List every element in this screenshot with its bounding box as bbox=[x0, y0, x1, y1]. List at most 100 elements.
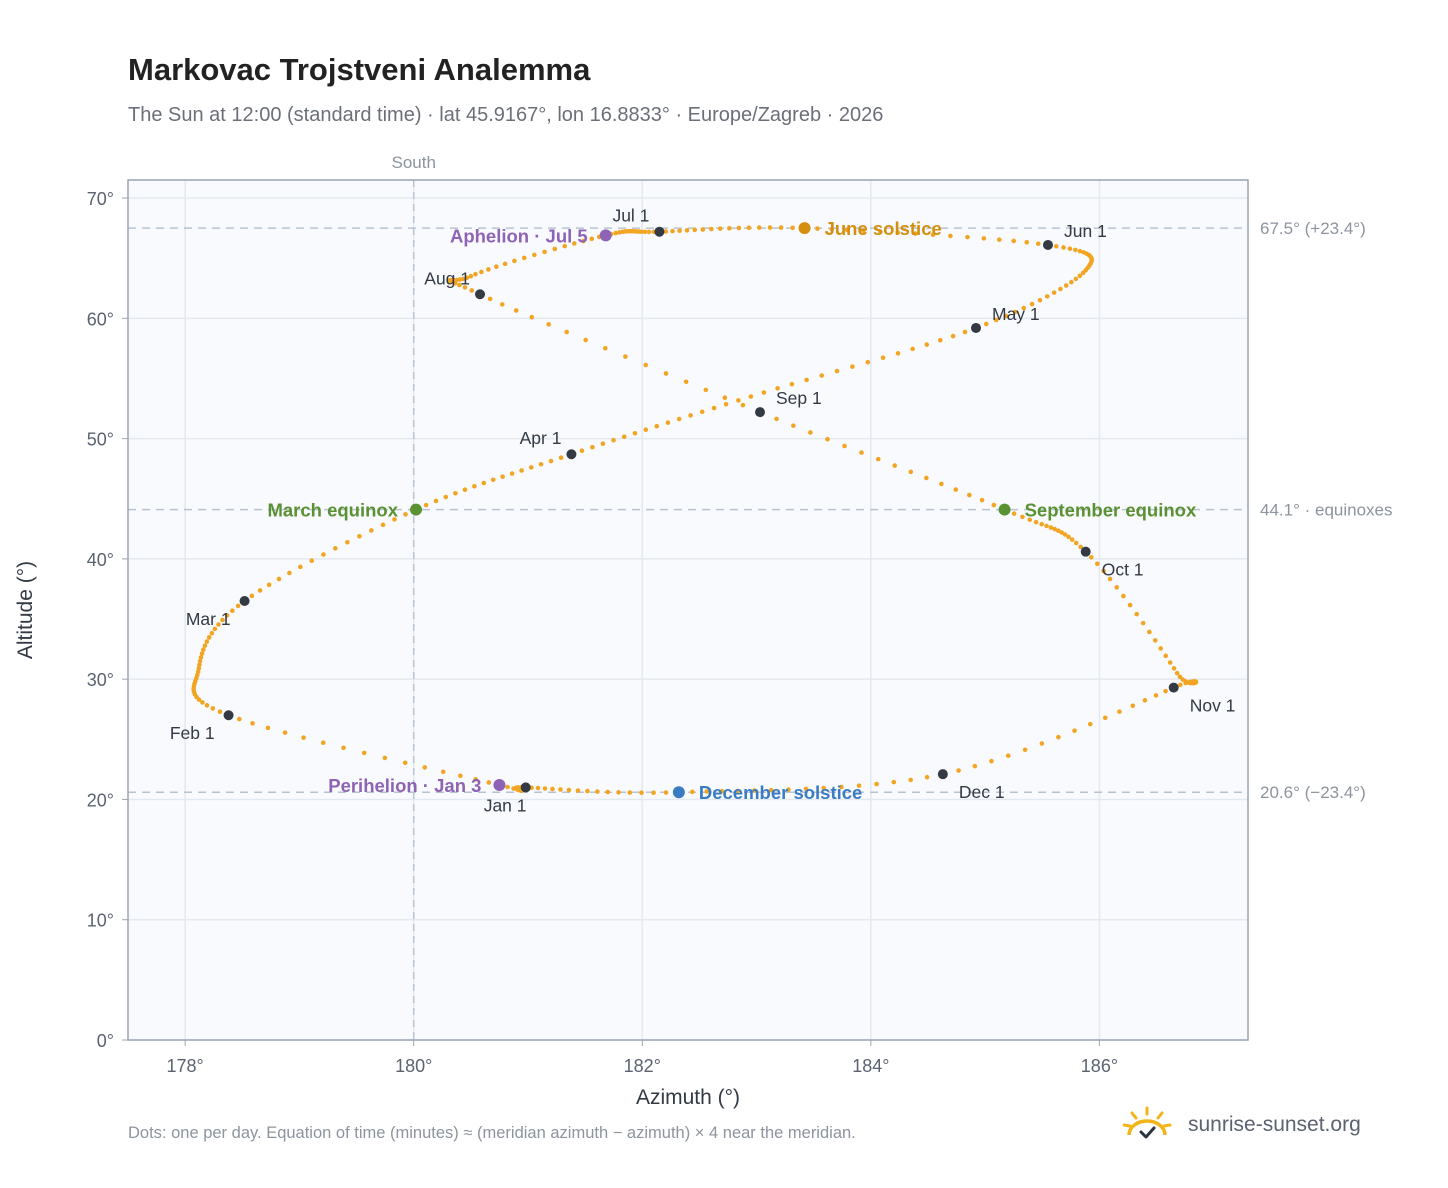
daily-sun-dot bbox=[632, 430, 638, 436]
month-label: Jun 1 bbox=[1064, 221, 1107, 241]
daily-sun-dot bbox=[803, 786, 809, 792]
daily-sun-dot bbox=[1167, 660, 1173, 665]
daily-sun-dot bbox=[677, 228, 682, 234]
month-marker bbox=[654, 226, 665, 237]
month-marker bbox=[223, 710, 234, 721]
daily-sun-dot bbox=[663, 371, 669, 376]
daily-sun-dot bbox=[1056, 734, 1061, 740]
daily-sun-dot bbox=[1039, 741, 1045, 746]
daily-sun-dot bbox=[197, 662, 202, 668]
daily-sun-dot bbox=[1127, 602, 1133, 608]
daily-sun-dot bbox=[1048, 525, 1054, 530]
daily-sun-dot bbox=[1062, 532, 1068, 537]
daily-sun-dot bbox=[1152, 638, 1158, 643]
daily-sun-dot bbox=[204, 639, 210, 644]
daily-sun-dot bbox=[257, 588, 263, 593]
daily-sun-dot bbox=[761, 390, 767, 395]
daily-sun-dot bbox=[589, 236, 595, 242]
event-marker bbox=[599, 229, 612, 242]
daily-sun-dot bbox=[486, 780, 492, 785]
daily-sun-dot bbox=[1069, 537, 1075, 542]
daily-sun-dot bbox=[206, 635, 212, 640]
daily-sun-dot bbox=[1174, 670, 1180, 676]
daily-sun-dot bbox=[1077, 273, 1083, 279]
daily-sun-dot bbox=[1027, 517, 1033, 523]
daily-sun-dot bbox=[457, 282, 462, 288]
y-tick-label: 10° bbox=[87, 911, 114, 931]
daily-sun-dot bbox=[1102, 715, 1108, 721]
daily-sun-dot bbox=[989, 758, 994, 764]
daily-sun-dot bbox=[981, 236, 987, 241]
daily-sun-dot bbox=[1134, 611, 1140, 617]
daily-sun-dot bbox=[202, 643, 208, 648]
daily-sun-dot bbox=[542, 249, 547, 255]
axes: 178° 180° 182° 184° 186° 0° 10° 20° 30° 40° 50° 60°… bbox=[87, 189, 1118, 1076]
daily-sun-dot bbox=[967, 492, 972, 498]
daily-sun-dot bbox=[212, 626, 218, 632]
daily-sun-dot bbox=[1094, 561, 1100, 567]
daily-sun-dot bbox=[808, 430, 813, 435]
daily-sun-dot bbox=[617, 230, 622, 235]
daily-sun-dot bbox=[786, 787, 791, 792]
daily-sun-dot bbox=[727, 225, 732, 231]
daily-sun-dot bbox=[880, 355, 886, 361]
month-label: Apr 1 bbox=[520, 428, 562, 448]
daily-sun-dot bbox=[382, 755, 388, 761]
daily-sun-dot bbox=[217, 709, 223, 715]
daily-sun-dot bbox=[579, 448, 585, 454]
daily-sun-dot bbox=[972, 763, 978, 769]
daily-sun-dot bbox=[230, 608, 235, 613]
daily-sun-dot bbox=[642, 229, 648, 235]
month-marker bbox=[239, 595, 250, 606]
daily-sun-dot bbox=[566, 787, 572, 793]
daily-sun-dot bbox=[1029, 301, 1035, 307]
daily-sun-dot bbox=[839, 784, 844, 790]
daily-sun-dot bbox=[736, 225, 742, 231]
daily-sun-dot bbox=[1069, 279, 1074, 285]
daily-sun-dot bbox=[1158, 646, 1164, 651]
daily-sun-dot bbox=[558, 787, 563, 792]
daily-sun-dot bbox=[583, 337, 588, 343]
daily-sun-dot bbox=[201, 647, 206, 652]
month-marker bbox=[755, 407, 765, 418]
month-marker bbox=[520, 782, 531, 793]
y-tick-label: 60° bbox=[87, 309, 114, 329]
daily-sun-dot bbox=[1117, 709, 1122, 714]
daily-sun-dot bbox=[748, 394, 754, 399]
month-marker bbox=[1168, 682, 1179, 693]
daily-sun-dot bbox=[939, 481, 944, 487]
reference-line-label: 20.6° (−23.4°) bbox=[1260, 783, 1366, 802]
daily-sun-dot bbox=[1130, 703, 1136, 709]
daily-sun-dot bbox=[819, 373, 825, 378]
meridian-label: South bbox=[391, 153, 435, 172]
daily-sun-dot bbox=[453, 490, 458, 496]
reference-line-label: 44.1° · equinoxes bbox=[1260, 501, 1393, 520]
month-marker bbox=[475, 289, 485, 300]
daily-sun-dot bbox=[892, 463, 898, 468]
daily-sun-dot bbox=[751, 788, 757, 793]
daily-sun-dot bbox=[380, 522, 386, 528]
daily-sun-dot bbox=[690, 789, 695, 795]
daily-sun-dot bbox=[1142, 698, 1148, 703]
daily-sun-dot bbox=[600, 441, 606, 447]
x-tick-label: 182° bbox=[624, 1056, 661, 1076]
daily-sun-dot bbox=[997, 237, 1002, 242]
brand-logo[interactable]: sunrise-sunset.org bbox=[1120, 1100, 1361, 1150]
daily-sun-dot bbox=[564, 329, 570, 335]
event-label: Perihelion · Jan 3 bbox=[328, 775, 481, 796]
daily-sun-dot bbox=[276, 576, 282, 582]
daily-sun-dot bbox=[550, 786, 555, 792]
daily-sun-dot bbox=[924, 774, 930, 780]
daily-sun-dot bbox=[519, 468, 524, 473]
daily-sun-dot bbox=[774, 416, 779, 422]
daily-sun-dot bbox=[402, 760, 408, 766]
daily-sun-dot bbox=[521, 255, 527, 261]
daily-sun-dot bbox=[804, 377, 809, 383]
daily-sun-dot bbox=[473, 271, 478, 277]
daily-sun-dot bbox=[512, 258, 517, 264]
daily-sun-dot bbox=[464, 275, 470, 281]
daily-sun-dot bbox=[937, 337, 943, 343]
reference-lines: South 67.5° (+23.4°) 44.1° · equinoxes 20.6… bbox=[128, 153, 1393, 1040]
daily-sun-dot bbox=[548, 458, 554, 464]
daily-sun-dot bbox=[237, 716, 242, 722]
